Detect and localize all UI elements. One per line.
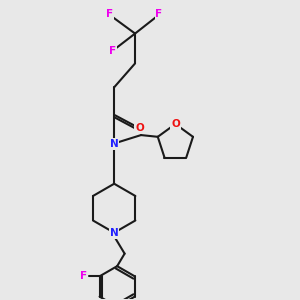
- Text: N: N: [110, 228, 118, 238]
- Text: O: O: [135, 123, 144, 133]
- Text: O: O: [171, 119, 180, 129]
- Text: F: F: [80, 271, 88, 281]
- Text: F: F: [109, 46, 116, 56]
- Text: F: F: [106, 9, 113, 19]
- Text: F: F: [155, 9, 163, 19]
- Text: N: N: [110, 139, 118, 149]
